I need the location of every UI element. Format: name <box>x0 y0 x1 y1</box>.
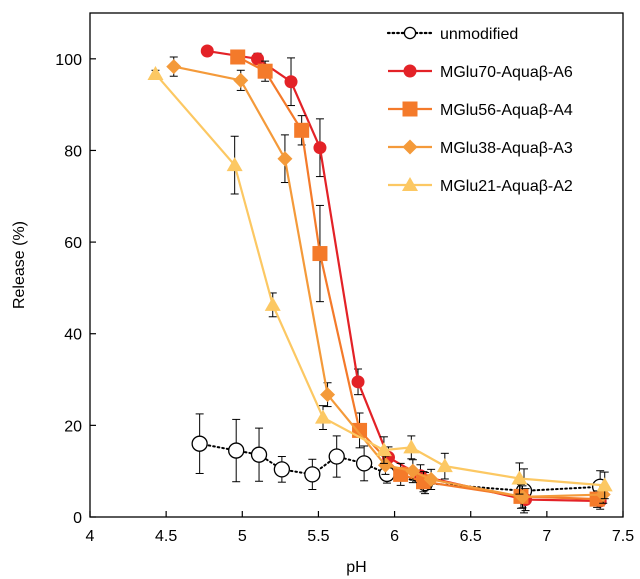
x-tick-label: 4 <box>86 528 95 545</box>
data-point <box>328 448 345 465</box>
data-point <box>233 72 249 88</box>
data-point <box>264 296 281 311</box>
legend-marker <box>402 139 418 155</box>
y-axis-title: Release (%) <box>11 221 28 309</box>
series-4 <box>147 65 613 500</box>
series-line <box>237 56 598 501</box>
data-point <box>284 75 298 89</box>
data-point <box>166 59 182 75</box>
x-tick-label: 5.5 <box>307 528 329 545</box>
data-point <box>436 458 453 473</box>
legend-marker <box>403 26 417 40</box>
data-point <box>511 470 528 485</box>
data-point <box>375 442 392 457</box>
plot-frame <box>89 12 624 518</box>
x-tick-label: 6 <box>390 528 399 545</box>
data-point <box>377 457 393 473</box>
series-3 <box>166 56 611 509</box>
data-point <box>312 246 328 262</box>
data-point <box>423 471 439 487</box>
data-point <box>257 63 273 79</box>
axes <box>89 12 624 518</box>
data-point <box>596 477 613 492</box>
data-point <box>273 461 291 478</box>
x-tick-label: 7.5 <box>612 528 634 545</box>
data-point <box>147 65 164 80</box>
y-tick-label: 40 <box>64 327 82 344</box>
x-tick-label: 4.5 <box>155 528 177 545</box>
x-tick-label: 6.5 <box>460 528 482 545</box>
series-line <box>154 73 605 487</box>
legend-label: MGlu70-Aquaβ-A6 <box>440 64 573 81</box>
data-point <box>352 422 368 438</box>
legend-label: unmodified <box>440 26 518 43</box>
data-point <box>277 151 293 167</box>
x-axis-title: pH <box>346 559 366 576</box>
data-point <box>314 409 331 424</box>
data-point <box>191 435 208 452</box>
data-point <box>294 122 310 138</box>
data-point <box>351 375 365 389</box>
legend-label: MGlu56-Aquaβ-A4 <box>440 102 573 119</box>
data-point <box>313 141 327 155</box>
data-point <box>228 442 245 459</box>
data-point <box>405 463 421 479</box>
data-point <box>320 387 336 403</box>
data-point <box>250 446 268 463</box>
data-point <box>304 466 321 483</box>
legend-marker <box>403 64 417 78</box>
y-tick-label: 100 <box>55 52 82 69</box>
y-tick-label: 20 <box>64 418 82 435</box>
data-point <box>226 157 243 172</box>
data-point <box>514 489 530 505</box>
ticks: 4 4.5 5 5.5 6 6.5 7 7.5 0 20 40 60 80 100 <box>55 52 634 545</box>
legend-label: MGlu21-Aquaβ-A2 <box>440 178 573 195</box>
data-point <box>230 49 246 65</box>
legend-label: MGlu38-Aquaβ-A3 <box>440 140 573 157</box>
data-point <box>355 455 373 472</box>
y-tick-label: 60 <box>64 235 82 252</box>
x-tick-label: 5 <box>238 528 247 545</box>
x-tick-label: 7 <box>542 528 551 545</box>
legend: unmodified MGlu70-Aquaβ-A6 MGlu56-Aquaβ-A4… <box>386 26 573 195</box>
data-point <box>403 439 420 454</box>
data-point <box>251 52 265 66</box>
series-layer <box>147 44 613 514</box>
legend-marker <box>402 177 418 191</box>
legend-marker <box>402 101 418 117</box>
series-line <box>173 65 604 498</box>
y-tick-label: 0 <box>73 510 82 527</box>
data-point <box>393 466 409 482</box>
data-point <box>200 44 214 58</box>
y-tick-label: 80 <box>64 143 82 160</box>
